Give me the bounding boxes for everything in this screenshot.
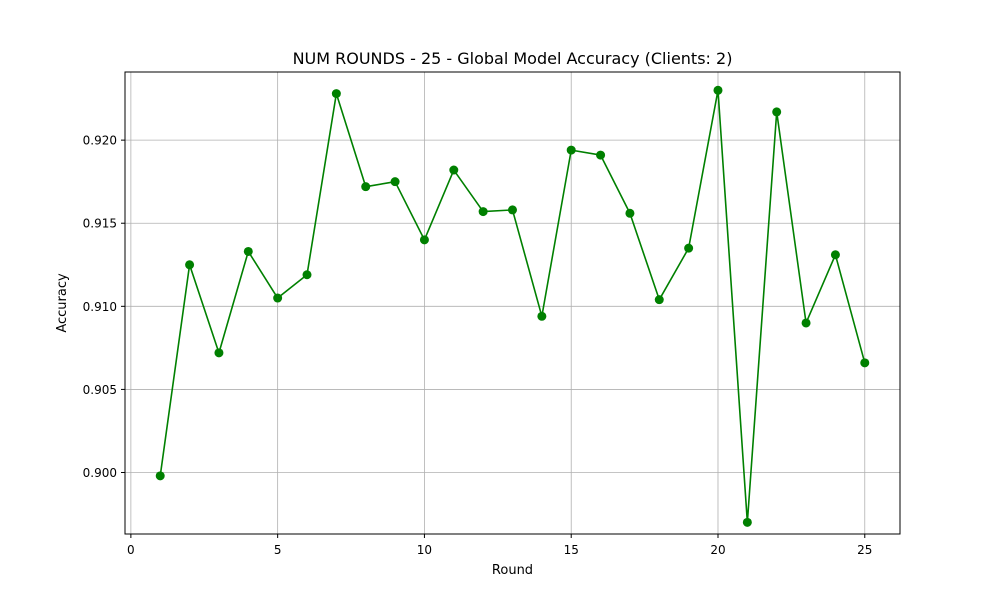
data-point bbox=[537, 311, 547, 321]
x-tick-label: 5 bbox=[274, 543, 282, 557]
data-point bbox=[214, 348, 224, 358]
data-point bbox=[155, 471, 165, 481]
plot-area-frame bbox=[124, 71, 901, 535]
data-point bbox=[478, 207, 488, 217]
x-tick-label: 0 bbox=[127, 543, 135, 557]
x-tick-label: 15 bbox=[564, 543, 579, 557]
y-axis-label: Accuracy bbox=[55, 273, 70, 333]
x-tick-label: 25 bbox=[857, 543, 872, 557]
data-point bbox=[508, 205, 517, 215]
x-axis-label: Round bbox=[492, 563, 533, 578]
y-tick-label: 0.915 bbox=[83, 217, 117, 231]
y-axis-ticks: 0.900 0.905 0.910 0.915 0.920 bbox=[83, 134, 125, 480]
data-point bbox=[390, 177, 400, 187]
data-point bbox=[361, 182, 371, 192]
data-point bbox=[860, 358, 870, 368]
data-point bbox=[273, 293, 283, 303]
x-tick-label: 20 bbox=[710, 543, 725, 557]
data-point bbox=[449, 165, 459, 175]
x-axis-ticks: 0 5 10 15 20 25 bbox=[127, 534, 872, 557]
y-tick-label: 0.900 bbox=[83, 466, 117, 480]
data-point bbox=[713, 85, 723, 95]
data-point bbox=[185, 260, 195, 270]
y-tick-label: 0.910 bbox=[83, 300, 117, 314]
series-marker-layer bbox=[155, 85, 870, 527]
data-point bbox=[243, 246, 253, 256]
data-point bbox=[419, 235, 429, 245]
y-tick-label: 0.920 bbox=[83, 134, 117, 148]
data-point bbox=[684, 243, 694, 253]
data-point bbox=[654, 295, 664, 305]
grid bbox=[125, 72, 900, 534]
data-point bbox=[331, 89, 341, 99]
data-point bbox=[625, 208, 635, 218]
data-point bbox=[596, 150, 606, 160]
data-point bbox=[302, 270, 312, 280]
data-point bbox=[830, 250, 840, 260]
chart-title: NUM ROUNDS - 25 - Global Model Accuracy … bbox=[293, 49, 733, 68]
data-point bbox=[772, 107, 782, 117]
data-point bbox=[801, 318, 811, 328]
x-tick-label: 10 bbox=[417, 543, 432, 557]
data-point bbox=[742, 517, 752, 527]
y-tick-label: 0.905 bbox=[83, 383, 117, 397]
data-point bbox=[566, 145, 576, 155]
